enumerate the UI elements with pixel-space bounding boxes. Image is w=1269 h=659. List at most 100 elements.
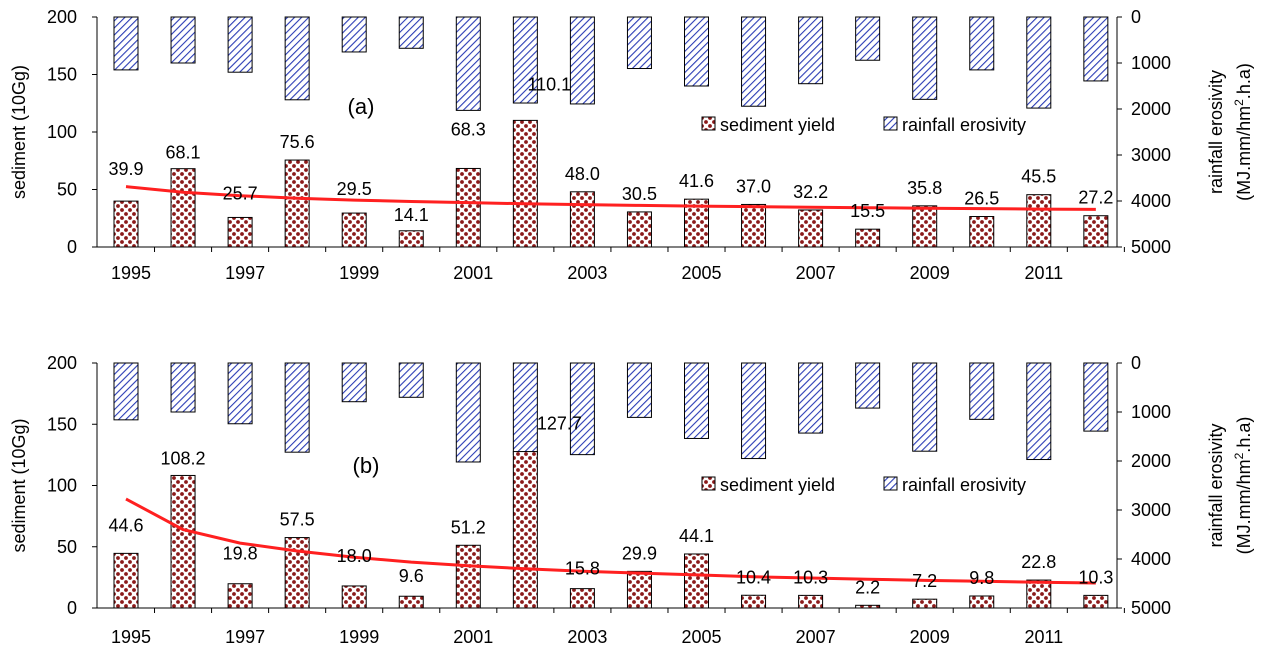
sediment-data-label: 68.1 — [166, 143, 201, 163]
sediment-data-label: 2.2 — [855, 577, 880, 597]
sediment-yield-bar — [170, 474, 196, 609]
sediment-yield-bar — [227, 216, 253, 248]
sediment-yield-bar — [284, 537, 310, 609]
left-tick-label: 150 — [47, 65, 77, 85]
x-tick-label: 1995 — [111, 263, 151, 283]
sediment-yield-bar — [855, 604, 881, 609]
sediment-data-label: 29.9 — [622, 543, 657, 563]
right-tick-label: 2000 — [1131, 99, 1171, 119]
sediment-data-label: 44.1 — [679, 526, 714, 546]
sediment-data-label: 41.6 — [679, 171, 714, 191]
panel-label: (b) — [353, 453, 380, 478]
sediment-data-label: 108.2 — [161, 448, 206, 468]
left-tick-label: 100 — [47, 476, 77, 496]
legend-label-erosivity: rainfall erosivity — [902, 115, 1026, 135]
left-tick-label: 0 — [67, 237, 77, 257]
sediment-data-label: 57.5 — [280, 510, 315, 530]
left-tick-label: 50 — [57, 180, 77, 200]
sediment-data-label: 44.6 — [108, 515, 143, 535]
rainfall-erosivity-bar — [1026, 16, 1052, 109]
x-tick-label: 2003 — [567, 627, 607, 647]
rainfall-erosivity-bar — [113, 16, 139, 71]
sediment-data-label: 30.5 — [622, 184, 657, 204]
sediment-yield-bar — [741, 203, 767, 248]
rainfall-erosivity-bar — [1083, 16, 1109, 82]
rainfall-erosivity-bar — [569, 362, 595, 456]
sediment-yield-bar — [284, 159, 310, 248]
right-tick-label: 2000 — [1131, 451, 1171, 471]
sediment-data-label: 10.4 — [736, 567, 771, 587]
x-tick-label: 2007 — [796, 627, 836, 647]
sediment-yield-bar — [113, 200, 139, 248]
rainfall-erosivity-bar — [912, 16, 938, 100]
sediment-yield-bar — [227, 583, 253, 609]
sediment-yield-bar — [341, 585, 367, 609]
x-tick-label: 1995 — [111, 627, 151, 647]
rainfall-erosivity-bar — [455, 16, 481, 111]
x-tick-label: 2005 — [681, 263, 721, 283]
x-tick-label: 1997 — [225, 627, 265, 647]
sediment-data-label: 26.5 — [964, 189, 999, 209]
right-tick-label: 5000 — [1131, 237, 1171, 257]
sediment-yield-bar — [626, 211, 652, 248]
right-tick-label: 4000 — [1131, 549, 1171, 569]
sediment-data-label: 35.8 — [907, 178, 942, 198]
sediment-data-label: 127.7 — [537, 414, 582, 434]
sediment-yield-bar — [798, 209, 824, 248]
legend-label-erosivity: rainfall erosivity — [902, 475, 1026, 495]
x-tick-label: 2011 — [1024, 627, 1063, 647]
sediment-data-label: 9.8 — [969, 568, 994, 588]
rainfall-erosivity-bar — [684, 362, 709, 439]
right-tick-label: 4000 — [1131, 191, 1171, 211]
right-y-axis-label: rainfall erosivity — [1206, 70, 1226, 194]
sediment-data-label: 18.0 — [337, 546, 372, 566]
rainfall-erosivity-bar — [684, 16, 709, 87]
unit-superscript: 2 — [1232, 99, 1246, 106]
right-tick-label: 0 — [1131, 353, 1141, 373]
sediment-yield-bar — [569, 588, 595, 609]
left-y-axis-label: sediment (10Gg) — [9, 65, 29, 199]
left-tick-label: 200 — [47, 7, 77, 27]
unit-part: (MJ.mm/hm — [1234, 459, 1254, 554]
sediment-yield-bar — [455, 167, 481, 248]
right-tick-label: 1000 — [1131, 402, 1171, 422]
left-tick-label: 50 — [57, 537, 77, 557]
sediment-yield-bar — [398, 230, 424, 248]
right-tick-label: 0 — [1131, 7, 1141, 27]
sediment-data-label: 68.3 — [451, 119, 486, 139]
right-y-axis-unit: (MJ.mm/hm2.h.a) — [1232, 417, 1254, 555]
sediment-data-label: 45.5 — [1021, 167, 1056, 187]
unit-superscript: 2 — [1232, 452, 1246, 459]
rainfall-erosivity-bar — [569, 16, 595, 105]
sediment-data-label: 51.2 — [451, 517, 486, 537]
x-tick-label: 1999 — [339, 263, 379, 283]
rainfall-erosivity-bar — [170, 16, 196, 64]
rainfall-erosivity-bar — [398, 16, 424, 49]
sediment-yield-bar — [684, 553, 709, 609]
x-tick-label: 1999 — [339, 627, 379, 647]
left-tick-label: 0 — [67, 598, 77, 618]
sediment-data-label: 10.3 — [1078, 567, 1113, 587]
left-tick-label: 150 — [47, 414, 77, 434]
sediment-yield-bar — [741, 594, 767, 609]
legend: sediment yield rainfall erosivity — [701, 115, 1026, 135]
rainfall-erosivity-bar — [341, 362, 367, 403]
rainfall-erosivity-bar — [969, 16, 995, 71]
sediment-yield-bar — [798, 594, 824, 609]
sediment-data-label: 32.2 — [793, 182, 828, 202]
sediment-trendline — [125, 185, 1096, 211]
rainfall-erosivity-bar — [969, 362, 995, 420]
x-tick-label: 2009 — [910, 263, 950, 283]
sediment-yield-bar — [512, 119, 538, 248]
sediment-yield-bar — [969, 216, 995, 248]
legend-swatch-erosivity — [883, 476, 898, 491]
left-y-axis-label: sediment (10Gg) — [9, 418, 29, 552]
x-tick-label: 2009 — [910, 627, 950, 647]
sediment-yield-bar — [569, 191, 595, 248]
rainfall-erosivity-bar — [626, 16, 652, 70]
legend: sediment yield rainfall erosivity — [701, 475, 1026, 495]
sediment-data-label: 19.8 — [223, 544, 258, 564]
sediment-yield-bar — [912, 598, 938, 609]
